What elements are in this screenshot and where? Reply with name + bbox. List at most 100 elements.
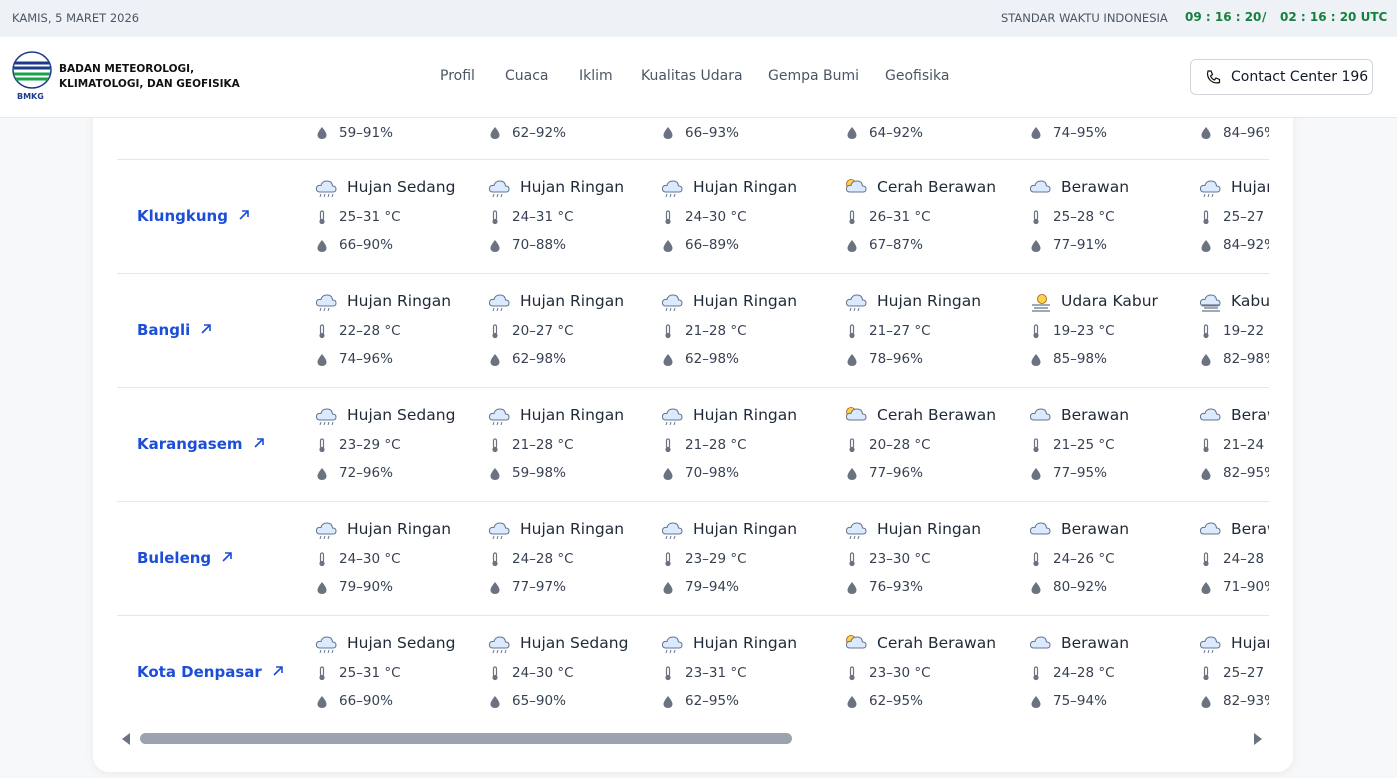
row-divider xyxy=(117,273,1269,274)
region-link[interactable]: Karangasem xyxy=(137,435,243,453)
humidity: 77–96% xyxy=(869,465,923,481)
weather-icon xyxy=(1199,408,1221,421)
nav-item[interactable]: Kualitas Udara xyxy=(641,68,743,84)
temperature: 22–28 °C xyxy=(339,323,401,339)
weather-icon xyxy=(661,180,683,198)
humidity: 84–92% xyxy=(1223,237,1269,253)
weather-label: Berawan xyxy=(1061,178,1130,196)
weather-label: Udara Kabur xyxy=(1061,292,1158,310)
scroll-left[interactable] xyxy=(122,733,130,745)
humidity-icon xyxy=(490,468,500,480)
link-arrow[interactable] xyxy=(272,663,284,681)
nav-item[interactable]: Cuaca xyxy=(505,68,549,84)
humidity: 77–95% xyxy=(1053,465,1107,481)
scroll-right[interactable] xyxy=(1254,733,1262,745)
link-arrow[interactable] xyxy=(238,207,250,225)
contact-label: Contact Center 196 xyxy=(1231,69,1369,85)
nav-item[interactable]: Gempa Bumi xyxy=(768,68,860,84)
weather-label: Berawan xyxy=(1231,406,1269,424)
weather-label: Hujan Ringan xyxy=(693,520,798,538)
temperature: 19–23 °C xyxy=(1053,323,1115,339)
weather-icon xyxy=(488,408,510,426)
scroll-thumb[interactable] xyxy=(140,733,792,744)
temperature: 21–25 °C xyxy=(1053,437,1115,453)
weather-icon xyxy=(661,294,683,312)
weather-icon xyxy=(315,294,337,312)
temperature: 24–30 °C xyxy=(512,665,574,681)
weather-label: Cerah Berawan xyxy=(877,634,997,652)
local-time: 09 : 16 : 20 xyxy=(1185,10,1262,24)
weather-icon xyxy=(488,294,510,312)
temperature: 21–28 °C xyxy=(685,437,747,453)
thermometer-icon xyxy=(492,210,498,225)
weather-icon xyxy=(661,522,683,540)
humidity-icon xyxy=(663,240,673,252)
humidity-icon xyxy=(1201,354,1211,366)
weather-icon xyxy=(1029,636,1051,649)
weather-label: Hujan Sedang xyxy=(347,178,456,196)
thermometer-icon xyxy=(665,438,671,453)
weather-icon xyxy=(488,522,510,540)
humidity-icon xyxy=(317,468,327,480)
humidity-icon xyxy=(847,240,857,252)
logo-text: BMKG xyxy=(17,92,44,101)
scrollbar[interactable] xyxy=(117,730,1269,748)
link-arrow[interactable] xyxy=(221,549,233,567)
humidity-icon xyxy=(490,354,500,366)
thermometer-icon xyxy=(849,210,855,225)
org-name: BADAN METEOROLOGI, xyxy=(59,63,195,75)
thermometer-icon xyxy=(849,666,855,681)
region-link[interactable]: Kota Denpasar xyxy=(137,663,262,681)
weather-icon xyxy=(845,522,867,540)
weather-icon xyxy=(845,407,867,421)
weather-icon xyxy=(1029,408,1051,421)
nav-item[interactable]: Geofisika xyxy=(885,68,950,84)
region-link[interactable]: Klungkung xyxy=(137,207,228,225)
thermometer-icon xyxy=(849,552,855,567)
nav-item[interactable]: Profil xyxy=(440,68,475,84)
humidity: 80–92% xyxy=(1053,579,1107,595)
logo[interactable] xyxy=(12,51,52,89)
humidity-icon xyxy=(1031,696,1041,708)
humidity: 66–89% xyxy=(685,237,739,253)
temperature: 21–27 °C xyxy=(869,323,931,339)
thermometer-icon xyxy=(319,324,325,339)
row-divider xyxy=(117,501,1269,502)
link-arrow[interactable] xyxy=(253,435,265,453)
zone-label: STANDAR WAKTU INDONESIA xyxy=(1001,11,1168,25)
thermometer-icon xyxy=(665,210,671,225)
thermometer-icon xyxy=(1203,552,1209,567)
thermometer-icon xyxy=(1203,666,1209,681)
humidity: 66–90% xyxy=(339,693,393,709)
temperature: 21–24 °C xyxy=(1223,437,1269,453)
weather-label: Hujan Ringan xyxy=(1231,178,1269,196)
humidity-icon xyxy=(317,127,327,139)
weather-icon xyxy=(1199,522,1221,535)
temperature: 25–27 °C xyxy=(1223,665,1269,681)
link-arrow[interactable] xyxy=(200,321,212,339)
humidity-icon xyxy=(1031,468,1041,480)
thermometer-icon xyxy=(1033,210,1039,225)
region-link[interactable]: Bangli xyxy=(137,321,191,339)
humidity-icon xyxy=(847,354,857,366)
thermometer-icon xyxy=(319,666,325,681)
temperature: 24–28 °C xyxy=(512,551,574,567)
nav-item[interactable]: Iklim xyxy=(579,68,613,84)
temperature: 24–26 °C xyxy=(1053,551,1115,567)
humidity-icon xyxy=(1201,582,1211,594)
humidity-icon xyxy=(1201,468,1211,480)
region-link[interactable]: Buleleng xyxy=(137,549,212,567)
humidity-icon xyxy=(1031,127,1041,139)
weather-label: Hujan Ringan xyxy=(520,292,625,310)
weather-label: Berawan xyxy=(1061,634,1130,652)
temperature: 24–30 °C xyxy=(339,551,401,567)
weather-label: Hujan Ringan xyxy=(1231,634,1269,652)
humidity: 74–96% xyxy=(339,351,393,367)
contact-button[interactable]: Contact Center 196 xyxy=(1190,59,1373,95)
humidity: 74–95% xyxy=(1053,125,1107,141)
weather-label: Hujan Ringan xyxy=(520,520,625,538)
humidity-icon xyxy=(1201,240,1211,252)
thermometer-icon xyxy=(1033,438,1039,453)
humidity: 66–90% xyxy=(339,237,393,253)
temperature: 24–28 °C xyxy=(1223,551,1269,567)
